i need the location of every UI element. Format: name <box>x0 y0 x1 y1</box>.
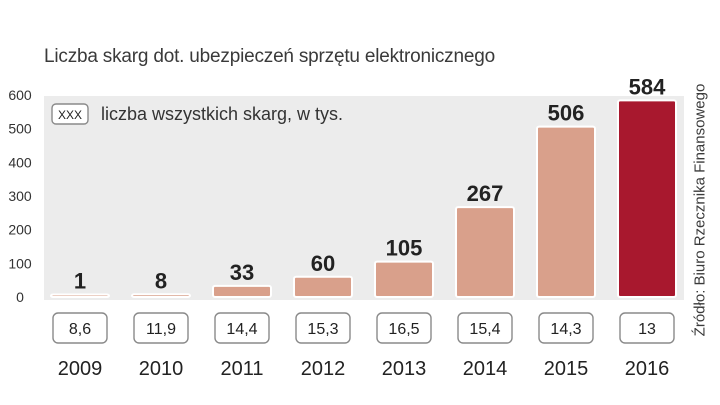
secondary-value-box <box>133 312 189 344</box>
bar-value-label: 584 <box>629 74 666 99</box>
y-tick-label: 300 <box>8 188 32 204</box>
y-tick-label: 400 <box>8 154 32 170</box>
secondary-value-label: 15,4 <box>469 321 500 338</box>
legend-box-label: XXX <box>58 108 82 122</box>
secondary-value-boxes: 8,6 11,9 14,4 15,3 16,5 15,4 14,3 13 <box>52 312 675 344</box>
bar <box>50 293 110 298</box>
bar <box>212 284 272 299</box>
bar-value-label: 506 <box>548 101 585 126</box>
x-tick-label: 2011 <box>220 358 263 380</box>
bar <box>455 206 515 298</box>
y-tick-label: 200 <box>8 222 32 238</box>
y-tick-label: 100 <box>8 255 32 271</box>
secondary-value-label: 14,3 <box>550 321 581 338</box>
x-tick-label: 2014 <box>463 358 508 380</box>
legend-box <box>51 103 89 125</box>
bars <box>50 99 677 299</box>
bar-value-labels: 1 8 33 60 105 267 506 584 <box>74 74 666 293</box>
secondary-value-label: 15,3 <box>307 321 338 338</box>
bar <box>131 293 191 299</box>
secondary-value-label: 16,5 <box>388 321 419 338</box>
x-tick-label: 2013 <box>382 358 427 380</box>
y-tick-label: 0 <box>16 289 24 305</box>
secondary-value-box <box>214 312 270 344</box>
legend-text: liczba wszystkich skarg, w tys. <box>101 104 343 124</box>
secondary-value-box <box>295 312 351 344</box>
x-tick-label: 2016 <box>625 358 670 380</box>
bar-value-label: 105 <box>386 236 423 261</box>
secondary-value-box <box>538 312 594 344</box>
bar-value-label: 1 <box>74 269 86 294</box>
bar-value-label: 267 <box>467 181 504 206</box>
bar-value-label: 60 <box>311 251 335 276</box>
bar <box>374 260 434 298</box>
y-tick-label: 600 <box>8 87 32 103</box>
secondary-value-label: 13 <box>638 321 656 338</box>
bar <box>617 99 677 298</box>
x-axis-labels: 2009 2010 2011 2012 2013 2014 2015 2016 <box>58 358 670 380</box>
secondary-value-box <box>619 312 675 344</box>
bar-value-label: 8 <box>155 268 167 293</box>
x-tick-label: 2012 <box>301 358 346 380</box>
bar <box>293 275 353 298</box>
bar-value-label: 33 <box>230 260 254 285</box>
secondary-value-box <box>52 312 108 344</box>
x-tick-label: 2010 <box>139 358 184 380</box>
secondary-value-label: 14,4 <box>226 321 257 338</box>
chart-title: Liczba skarg dot. ubezpieczeń sprzętu el… <box>44 46 495 67</box>
secondary-value-box <box>376 312 432 344</box>
y-axis: 0 100 200 300 400 500 600 <box>8 87 32 305</box>
source-note: Źródło: Biuro Rzecznika Finansowego <box>691 83 709 337</box>
legend: XXX liczba wszystkich skarg, w tys. <box>51 103 343 125</box>
secondary-value-label: 11,9 <box>146 321 176 338</box>
y-tick-label: 500 <box>8 121 32 137</box>
x-tick-label: 2015 <box>544 358 589 380</box>
bar <box>536 125 596 298</box>
x-tick-label: 2009 <box>58 358 103 380</box>
secondary-value-label: 8,6 <box>69 321 91 338</box>
secondary-value-box <box>457 312 513 344</box>
